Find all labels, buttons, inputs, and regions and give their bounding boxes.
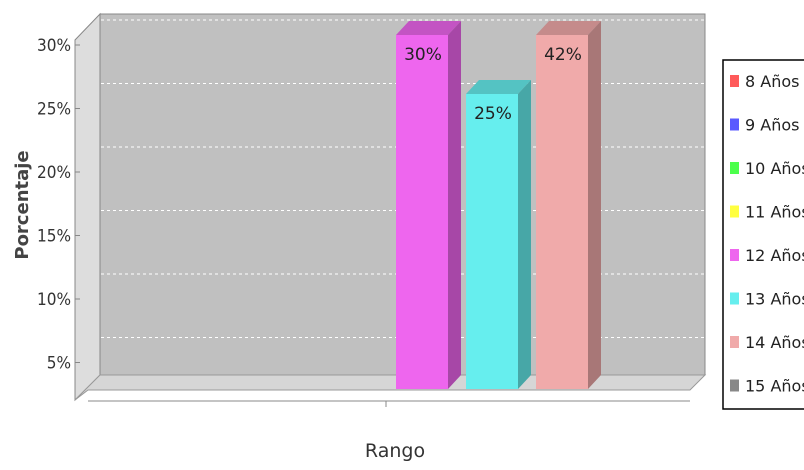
bar-side <box>588 21 601 389</box>
bar-front <box>396 35 448 389</box>
bar-13-años: 25% <box>466 80 531 389</box>
bar-top <box>536 21 601 35</box>
y-tick-label: 25% <box>37 100 71 120</box>
y-tick-label: 10% <box>37 290 71 310</box>
bar-front <box>536 35 588 389</box>
legend-swatch <box>730 336 739 348</box>
bar-12-años: 30% <box>396 21 461 389</box>
legend-item-label: 12 Años <box>745 246 804 265</box>
bars: 30% 25% 42% <box>396 21 601 389</box>
y-tick-label: 30% <box>37 36 71 56</box>
legend-swatch <box>730 162 739 174</box>
legend: 8 Años 9 Años 10 Años 11 Años 12 Años 13 Años… <box>722 59 804 410</box>
legend-box <box>722 59 804 410</box>
bar-top <box>396 21 461 35</box>
y-tick-labels: 5% 10% 15% 20% 25% 30% <box>37 36 80 374</box>
plot-floor <box>74 374 707 401</box>
bar-value-label: 25% <box>474 104 512 124</box>
legend-swatch <box>730 75 739 87</box>
legend-item-label: 11 Años <box>745 203 804 222</box>
left-wall <box>74 12 101 402</box>
y-tick-label: 20% <box>37 163 71 183</box>
bar-side <box>448 21 461 389</box>
legend-item-label: 9 Años <box>745 116 799 135</box>
y-tick-label: 15% <box>37 227 71 247</box>
legend-swatch <box>730 249 739 261</box>
legend-swatch <box>730 379 739 392</box>
y-axis-label: Porcentaje <box>12 150 33 259</box>
bar-14-años: 42% <box>536 21 601 389</box>
bar-value-label: 42% <box>544 45 582 65</box>
bar-value-label: 30% <box>404 45 442 65</box>
legend-item-label: 14 Años <box>745 333 804 352</box>
bar-front <box>466 94 518 389</box>
legend-item-label: 13 Años <box>745 290 804 309</box>
bar-side <box>518 80 531 389</box>
legend-item-label: 10 Años <box>745 159 804 178</box>
y-tick-label: 5% <box>47 354 71 374</box>
x-axis-label: Rango <box>365 440 425 462</box>
legend-swatch <box>730 205 739 218</box>
legend-swatch <box>730 292 739 305</box>
legend-swatch <box>730 118 739 131</box>
legend-item-label: 15 Años <box>745 377 804 396</box>
bar-top <box>466 80 531 94</box>
legend-item-label: 8 Años <box>745 72 799 91</box>
